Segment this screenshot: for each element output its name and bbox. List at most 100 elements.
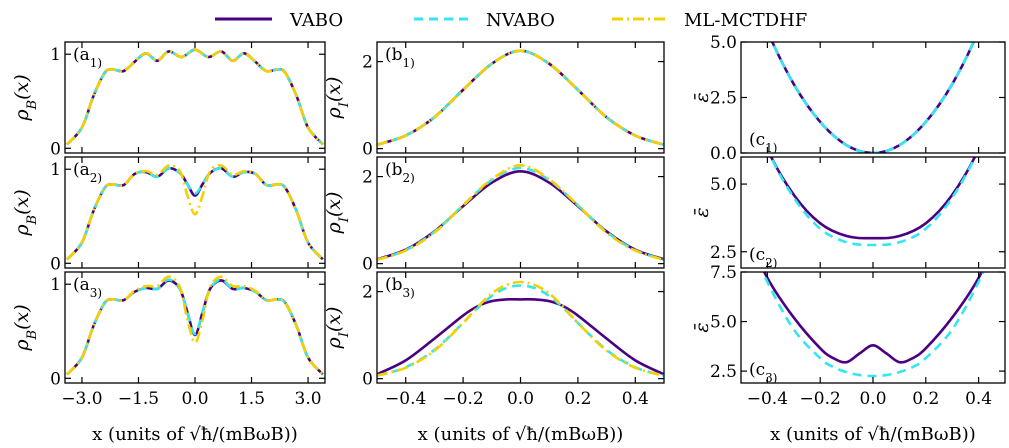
y-tick-label: 1: [50, 275, 61, 295]
y-tick-label: 0: [50, 369, 61, 389]
y-tick-label: 7.5: [710, 263, 737, 283]
panel-tag: (a1): [73, 45, 102, 70]
panel-tag: (c1): [749, 130, 777, 155]
y-axis-label: ε̄: [691, 207, 713, 217]
legend-label-vabo: VABO: [289, 10, 343, 31]
legend-label-nvabo: NVABO: [486, 10, 555, 31]
axes-frame: [740, 271, 1006, 384]
y-tick-label: 0: [362, 370, 373, 390]
y-tick-label: 5.0: [710, 175, 737, 195]
series-vabo-line: [377, 49, 664, 146]
series-vabo-line: [762, 272, 984, 364]
y-axis-label: ρI(x): [323, 307, 352, 350]
series-mlmctdhf-line: [377, 280, 664, 377]
series-nvabo-line: [377, 49, 664, 146]
x-tick-label: 0.0: [507, 389, 534, 409]
x-tick-label: −0.2: [442, 389, 483, 409]
series-mlmctdhf-line: [377, 163, 664, 261]
x-axis-label: x (units of √ħ/(mBωB)): [418, 424, 624, 445]
x-tick-label: 1.5: [238, 389, 265, 409]
panel-a1: 0 1 (a1) ρB(x): [11, 41, 326, 159]
y-tick-label: 1: [50, 160, 61, 180]
panel-a2: 0 1 (a2) ρB(x): [11, 156, 326, 274]
panel-tag: (c2): [749, 245, 777, 270]
series-nvabo-line: [65, 48, 325, 146]
panel-c3: 2.5 5.0 7.5 (c3) ε̄ −0.4 −0.2 0.0 0.2 0.4 x (units…: [691, 263, 1006, 445]
series-vabo-line: [65, 48, 325, 146]
y-tick-label: 0: [362, 255, 373, 275]
x-tick-label: 0.2: [564, 389, 591, 409]
axes-frame: [376, 271, 665, 384]
axes-frame: [376, 156, 665, 269]
x-tick-label: −0.4: [747, 389, 788, 409]
x-axis-label: x (units of √ħ/(mBωB)): [770, 424, 976, 445]
y-tick-label: 2.5: [710, 243, 737, 263]
panel-a3: 0 1 (a3) ρB(x) −3.0 −1.5 0.0 1.5 3.0 x (units of …: [11, 271, 326, 445]
legend-label-mlmctdhf: ML-MCTDHF: [684, 10, 807, 31]
x-tick-label: 0.0: [181, 389, 208, 409]
series-nvabo-line: [761, 272, 985, 378]
y-axis-label: ρI(x): [323, 192, 352, 235]
y-tick-label: 2.5: [710, 362, 737, 382]
x-tick-label: 0.4: [622, 389, 649, 409]
y-tick-label: 2.5: [710, 89, 737, 109]
series-nvabo-line: [65, 278, 325, 376]
y-tick-label: 0.0: [710, 144, 737, 164]
axes-frame: [64, 41, 326, 154]
x-tick-label: −0.4: [385, 389, 426, 409]
x-tick-label: 0.2: [912, 389, 939, 409]
series-group: [377, 163, 664, 261]
plots: 01 (a1)ρB(x)01 (a2)ρB(x)01 (a3)ρB(x)−3.0 −1.…: [11, 33, 1006, 445]
series-group: [377, 49, 664, 146]
series-group: [65, 164, 325, 261]
x-tick-label: 3.0: [295, 389, 322, 409]
series-group: [65, 48, 325, 146]
x-tick-label: −0.2: [800, 389, 841, 409]
series-vabo-line: [377, 297, 664, 376]
x-tick-label: −3.0: [61, 389, 102, 409]
series-vabo-line: [65, 279, 325, 376]
series-vabo-line: [377, 170, 664, 261]
x-tick-label: 0.4: [965, 389, 992, 409]
x-tick-label: −1.5: [118, 389, 159, 409]
y-tick-label: 0: [362, 140, 373, 160]
panel-b1: 0 2 (b1) ρI(x): [323, 41, 665, 160]
y-tick-label: 5.0: [710, 33, 737, 53]
y-tick-label: 2: [362, 53, 373, 73]
series-mlmctdhf-line: [65, 275, 325, 376]
panel-tag: (b3): [385, 275, 415, 300]
series-nvabo-line: [769, 157, 977, 247]
y-axis-label: ε̄: [691, 92, 713, 102]
panel-c1: 0.0 2.5 5.0 (c1) ε̄: [691, 33, 1006, 164]
y-axis-label: ρB(x): [11, 74, 40, 121]
series-group: [769, 157, 977, 247]
y-tick-label: 2: [362, 168, 373, 188]
y-tick-label: 5.0: [710, 313, 737, 333]
series-nvabo-line: [770, 42, 976, 153]
series-mlmctdhf-line: [65, 164, 325, 261]
series-mlmctdhf-line: [377, 49, 664, 146]
series-group: [65, 275, 325, 376]
panel-tag: (a2): [73, 160, 102, 185]
axes-frame: [64, 271, 326, 384]
y-tick-label: 0: [50, 254, 61, 274]
panel-b2: 0 2 (b2) ρI(x): [323, 156, 665, 275]
y-axis-label: ρB(x): [11, 189, 40, 236]
y-tick-label: 0: [50, 139, 61, 159]
axes-frame: [376, 41, 665, 154]
series-group: [761, 272, 985, 378]
series-group: [377, 280, 664, 377]
x-axis-label: x (units of √ħ/(mBωB)): [92, 424, 298, 445]
series-group: [770, 42, 976, 153]
y-tick-label: 1: [50, 45, 61, 65]
panel-tag: (b2): [385, 160, 415, 185]
panel-c2: 2.5 5.0 (c2) ε̄: [691, 156, 1006, 270]
x-tick-label: 0.0: [859, 389, 886, 409]
y-axis-label: ρI(x): [323, 77, 352, 120]
series-nvabo-line: [377, 166, 664, 261]
y-axis-label: ρB(x): [11, 304, 40, 351]
y-axis-label: ε̄: [691, 322, 713, 332]
series-mlmctdhf-line: [65, 48, 325, 146]
panel-b3: 0 2 (b3) ρI(x) −0.4 −0.2 0.0 0.2 0.4 x (units of …: [323, 271, 665, 445]
